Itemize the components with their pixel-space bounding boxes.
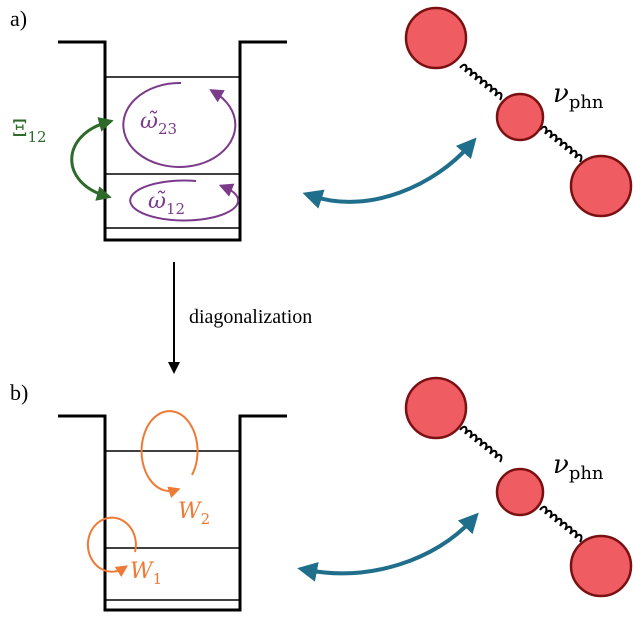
panel-a: a) ω̃23 ω̃12 Ξ12 νphn [10, 6, 633, 242]
spring-b-upper [459, 425, 503, 463]
coupling-arrow-a [70, 117, 114, 201]
spring-a-lower [539, 125, 583, 163]
phonon-label-a: νphn [553, 79, 604, 113]
loop-a-upper [122, 81, 237, 168]
bead-b-bottom [569, 534, 633, 598]
loop-a-lower-label: ω̃12 [148, 189, 185, 218]
bead-a-bottom [569, 154, 633, 218]
loop-b-upper-label: W2 [178, 499, 210, 528]
diagonalization-step: diagonalization [168, 262, 312, 374]
phonon-molecule-b [404, 376, 633, 598]
well-b-outline [58, 414, 287, 612]
interaction-arrow-b [297, 512, 479, 582]
interaction-arrow-a [302, 137, 477, 209]
loop-b-lower-label: W1 [130, 559, 162, 588]
loop-b-lower [86, 516, 137, 577]
diagonalization-label: diagonalization [189, 306, 312, 328]
spring-b-lower [539, 505, 583, 543]
loop-a-lower [129, 179, 240, 222]
panel-b-label: b) [10, 380, 28, 405]
bead-a-top [404, 6, 468, 70]
bead-b-top [404, 376, 468, 440]
coupling-label-a: Ξ12 [12, 117, 47, 146]
loop-a-upper-label: ω̃23 [140, 109, 177, 138]
panel-a-label: a) [10, 6, 27, 31]
phonon-molecule-a [404, 6, 633, 218]
well-a-outline [58, 40, 287, 242]
loop-b-upper [140, 410, 199, 498]
panel-b: b) W2 W1 νphn [10, 376, 633, 612]
spring-a-upper [459, 63, 503, 101]
bead-b-middle [495, 467, 545, 517]
bead-a-middle [495, 92, 545, 142]
phonon-label-b: νphn [553, 450, 604, 484]
